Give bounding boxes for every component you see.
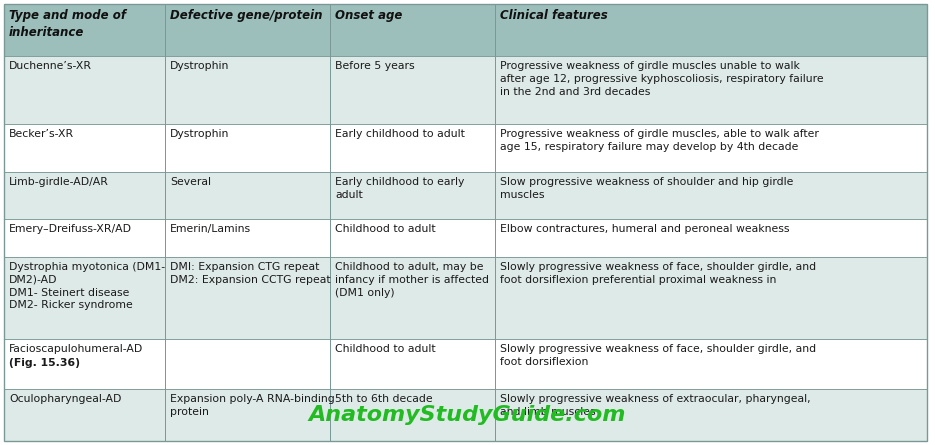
- Bar: [4, 172, 165, 219]
- Text: Dystrophin: Dystrophin: [170, 129, 229, 139]
- Bar: [330, 257, 495, 339]
- Bar: [4, 4, 165, 56]
- Text: Childhood to adult: Childhood to adult: [335, 224, 436, 234]
- Text: Slowly progressive weakness of face, shoulder girdle, and
foot dorsiflexion pref: Slowly progressive weakness of face, sho…: [500, 262, 816, 285]
- Bar: [330, 172, 495, 219]
- Bar: [4, 124, 165, 172]
- Bar: [4, 219, 165, 257]
- Text: Childhood to adult: Childhood to adult: [335, 344, 436, 354]
- Text: Expansion poly-A RNA-binding
protein: Expansion poly-A RNA-binding protein: [170, 394, 335, 417]
- Bar: [495, 172, 927, 219]
- Bar: [165, 4, 330, 56]
- Text: Oculopharyngeal-AD: Oculopharyngeal-AD: [9, 394, 122, 404]
- Bar: [495, 389, 927, 441]
- Bar: [165, 172, 330, 219]
- Text: Emerin/Lamins: Emerin/Lamins: [170, 224, 252, 234]
- Bar: [165, 257, 330, 339]
- Text: Elbow contractures, humeral and peroneal weakness: Elbow contractures, humeral and peroneal…: [500, 224, 789, 234]
- Text: Dystrophia myotonica (DM1-
DM2)-AD
DM1- Steinert disease
DM2- Ricker syndrome: Dystrophia myotonica (DM1- DM2)-AD DM1- …: [9, 262, 165, 311]
- Bar: [4, 257, 165, 339]
- Bar: [495, 219, 927, 257]
- Text: Early childhood to early
adult: Early childhood to early adult: [335, 177, 465, 200]
- Bar: [165, 339, 330, 389]
- Bar: [330, 4, 495, 56]
- Bar: [4, 389, 165, 441]
- Bar: [495, 124, 927, 172]
- Text: Clinical features: Clinical features: [500, 9, 608, 22]
- Text: Onset age: Onset age: [335, 9, 402, 22]
- Text: Slow progressive weakness of shoulder and hip girdle
muscles: Slow progressive weakness of shoulder an…: [500, 177, 794, 200]
- Bar: [330, 389, 495, 441]
- Text: Defective gene/protein: Defective gene/protein: [170, 9, 323, 22]
- Text: (Fig. 15.36): (Fig. 15.36): [9, 358, 80, 368]
- Bar: [4, 56, 165, 124]
- Text: Limb-girdle-AD/AR: Limb-girdle-AD/AR: [9, 177, 108, 187]
- Bar: [495, 339, 927, 389]
- Text: Progressive weakness of girdle muscles, able to walk after
age 15, respiratory f: Progressive weakness of girdle muscles, …: [500, 129, 819, 152]
- Text: Early childhood to adult: Early childhood to adult: [335, 129, 465, 139]
- Text: Duchenne’s-XR: Duchenne’s-XR: [9, 61, 92, 71]
- Bar: [495, 56, 927, 124]
- Text: AnatomyStudyGuide.com: AnatomyStudyGuide.com: [309, 405, 626, 425]
- Bar: [165, 56, 330, 124]
- Text: Dystrophin: Dystrophin: [170, 61, 229, 71]
- Text: Several: Several: [170, 177, 211, 187]
- Text: DMI: Expansion CTG repeat
DM2: Expansion CCTG repeat: DMI: Expansion CTG repeat DM2: Expansion…: [170, 262, 331, 285]
- Text: Emery–Dreifuss-XR/AD: Emery–Dreifuss-XR/AD: [9, 224, 132, 234]
- Text: Before 5 years: Before 5 years: [335, 61, 414, 71]
- Text: Slowly progressive weakness of extraocular, pharyngeal,
and limb muscles: Slowly progressive weakness of extraocul…: [500, 394, 811, 417]
- Text: Type and mode of
inheritance: Type and mode of inheritance: [9, 9, 126, 39]
- Text: Slowly progressive weakness of face, shoulder girdle, and
foot dorsiflexion: Slowly progressive weakness of face, sho…: [500, 344, 816, 367]
- Text: Progressive weakness of girdle muscles unable to walk
after age 12, progressive : Progressive weakness of girdle muscles u…: [500, 61, 824, 97]
- Text: Childhood to adult, may be
infancy if mother is affected
(DM1 only): Childhood to adult, may be infancy if mo…: [335, 262, 489, 298]
- Bar: [165, 219, 330, 257]
- Bar: [330, 124, 495, 172]
- Bar: [495, 4, 927, 56]
- Bar: [330, 56, 495, 124]
- Text: 5th to 6th decade: 5th to 6th decade: [335, 394, 433, 404]
- Bar: [4, 339, 165, 389]
- Bar: [495, 257, 927, 339]
- Bar: [330, 219, 495, 257]
- Bar: [165, 124, 330, 172]
- Text: Facioscapulohumeral-AD: Facioscapulohumeral-AD: [9, 344, 143, 354]
- Text: Becker’s-XR: Becker’s-XR: [9, 129, 74, 139]
- Bar: [330, 339, 495, 389]
- Bar: [165, 389, 330, 441]
